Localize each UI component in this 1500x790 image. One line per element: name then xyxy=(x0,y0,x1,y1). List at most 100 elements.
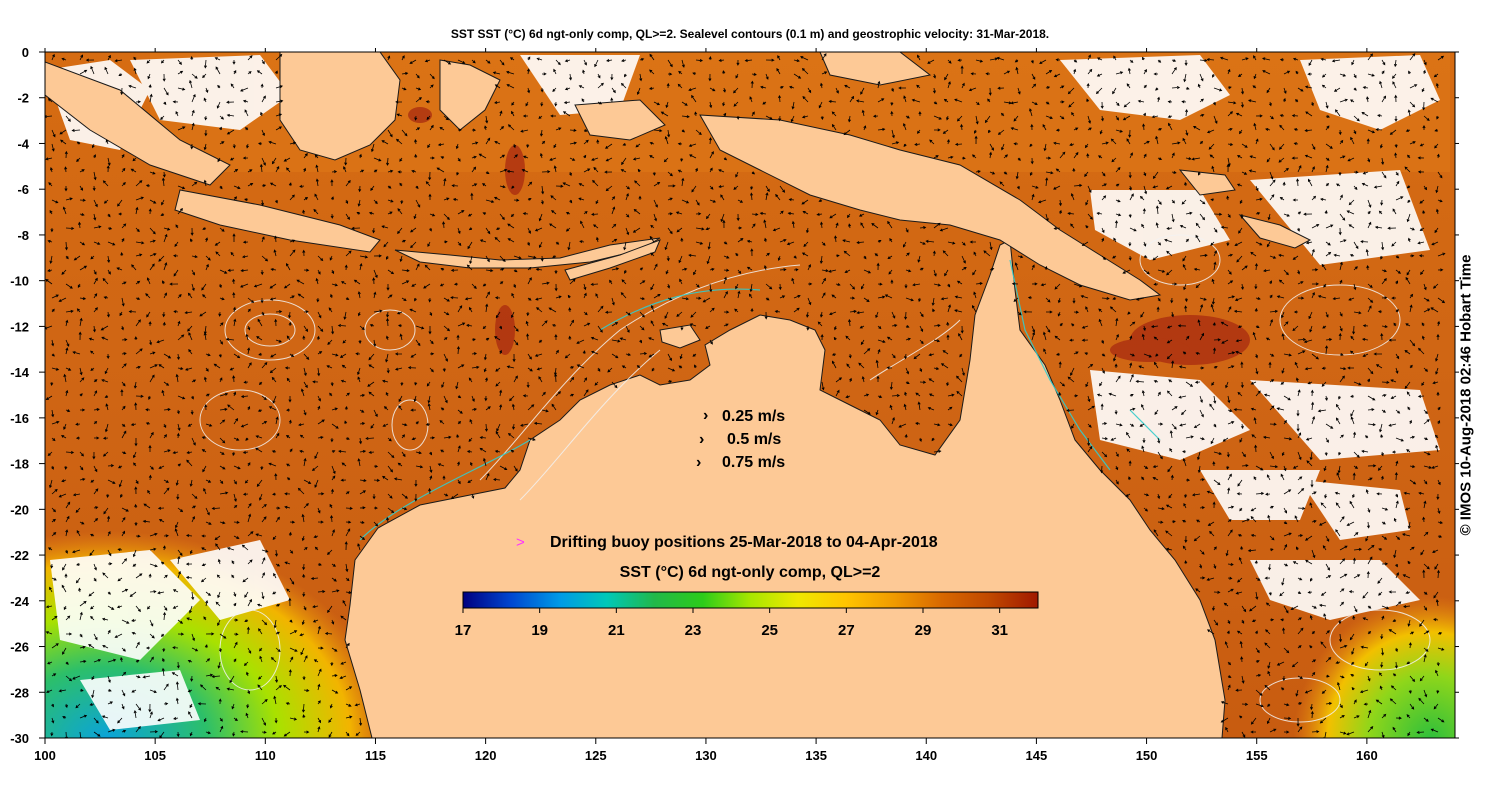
velocity-arrow xyxy=(443,311,450,316)
velocity-arrow xyxy=(1055,352,1061,356)
velocity-arrow xyxy=(1325,423,1334,429)
velocity-arrow xyxy=(451,184,459,188)
velocity-arrow xyxy=(233,535,240,539)
velocity-arrow xyxy=(386,157,390,166)
velocity-arrow xyxy=(121,729,127,733)
velocity-arrow xyxy=(121,647,126,652)
x-tick-label: 110 xyxy=(255,748,276,763)
velocity-arrow xyxy=(65,549,68,554)
velocity-arrow xyxy=(1409,304,1413,313)
velocity-arrow xyxy=(611,339,621,343)
velocity-arrow xyxy=(1115,333,1119,341)
velocity-arrow xyxy=(219,521,226,525)
velocity-arrow xyxy=(211,674,221,679)
velocity-arrow xyxy=(1395,367,1399,374)
velocity-arrow xyxy=(778,283,782,291)
velocity-arrow xyxy=(1139,423,1145,427)
velocity-arrow xyxy=(191,379,197,383)
velocity-arrow xyxy=(1377,310,1383,314)
velocity-arrow xyxy=(177,59,182,65)
velocity-arrow xyxy=(485,115,489,124)
velocity-arrow xyxy=(358,153,362,159)
velocity-arrow xyxy=(1241,171,1248,175)
velocity-arrow xyxy=(1353,87,1357,91)
velocity-arrow xyxy=(1381,615,1385,621)
velocity-arrow xyxy=(1422,210,1426,215)
velocity-arrow xyxy=(835,222,839,229)
velocity-arrow xyxy=(73,255,81,261)
velocity-arrow xyxy=(217,558,221,565)
velocity-arrow xyxy=(1115,375,1121,383)
velocity-arrow xyxy=(204,404,208,411)
velocity-arrow xyxy=(863,393,870,397)
velocity-arrow xyxy=(1199,199,1206,205)
velocity-arrow xyxy=(483,457,487,467)
velocity-arrow xyxy=(666,255,670,262)
velocity-arrow xyxy=(1255,465,1264,471)
velocity-arrow xyxy=(1297,591,1302,594)
velocity-arrow xyxy=(1171,59,1177,62)
velocity-arrow xyxy=(107,464,115,468)
velocity-arrow xyxy=(788,198,795,202)
velocity-arrow xyxy=(639,297,646,301)
velocity-arrow xyxy=(765,73,769,80)
velocity-arrow xyxy=(230,157,235,161)
velocity-arrow xyxy=(1404,381,1411,389)
velocity-arrow xyxy=(1027,296,1033,300)
velocity-arrow xyxy=(233,185,241,190)
velocity-arrow xyxy=(72,493,81,497)
velocity-arrow xyxy=(1239,129,1243,135)
velocity-arrow xyxy=(648,353,655,358)
velocity-arrow xyxy=(88,337,95,341)
velocity-arrow xyxy=(1157,297,1161,302)
velocity-arrow xyxy=(1308,178,1313,187)
velocity-arrow xyxy=(1143,153,1147,159)
velocity-arrow xyxy=(1250,251,1257,257)
velocity-arrow xyxy=(1352,472,1356,481)
velocity-arrow xyxy=(187,423,193,427)
velocity-arrow xyxy=(147,73,151,80)
velocity-arrow xyxy=(1227,661,1232,666)
velocity-arrow xyxy=(455,143,459,150)
velocity-arrow xyxy=(1408,70,1411,75)
velocity-arrow xyxy=(1395,280,1398,285)
velocity-arrow xyxy=(1347,157,1355,162)
velocity-arrow xyxy=(1338,172,1342,176)
velocity-arrow xyxy=(1070,223,1075,229)
velocity-arrow xyxy=(1391,296,1397,300)
y-tick-label: -18 xyxy=(10,457,29,472)
velocity-arrow xyxy=(175,110,179,117)
velocity-arrow xyxy=(233,196,238,201)
velocity-arrow xyxy=(48,182,53,187)
velocity-arrow xyxy=(202,294,207,299)
velocity-arrow xyxy=(1283,395,1291,401)
velocity-arrow xyxy=(1141,56,1145,61)
velocity-arrow xyxy=(135,394,144,398)
velocity-arrow xyxy=(160,59,165,64)
velocity-arrow xyxy=(688,253,697,257)
velocity-arrow xyxy=(1115,451,1119,458)
velocity-arrow xyxy=(1304,535,1313,541)
velocity-arrow xyxy=(121,530,125,537)
velocity-arrow xyxy=(789,85,795,89)
velocity-arrow xyxy=(1199,576,1206,580)
velocity-arrow xyxy=(1255,630,1258,635)
velocity-arrow xyxy=(273,572,277,579)
velocity-arrow xyxy=(1434,434,1439,439)
velocity-arrow xyxy=(1282,181,1286,187)
velocity-arrow xyxy=(917,255,921,263)
velocity-arrow xyxy=(651,367,655,372)
velocity-arrow xyxy=(356,212,361,215)
velocity-arrow xyxy=(484,423,488,432)
velocity-arrow xyxy=(1209,403,1215,411)
velocity-arrow xyxy=(1101,227,1105,234)
velocity-arrow xyxy=(1353,381,1362,386)
velocity-arrow xyxy=(313,659,319,663)
velocity-arrow xyxy=(1283,465,1287,472)
velocity-arrow xyxy=(989,57,999,61)
velocity-arrow xyxy=(247,182,254,187)
velocity-arrow xyxy=(1362,353,1369,357)
velocity-arrow xyxy=(946,138,950,145)
velocity-arrow xyxy=(219,491,229,495)
velocity-arrow xyxy=(1269,405,1275,411)
